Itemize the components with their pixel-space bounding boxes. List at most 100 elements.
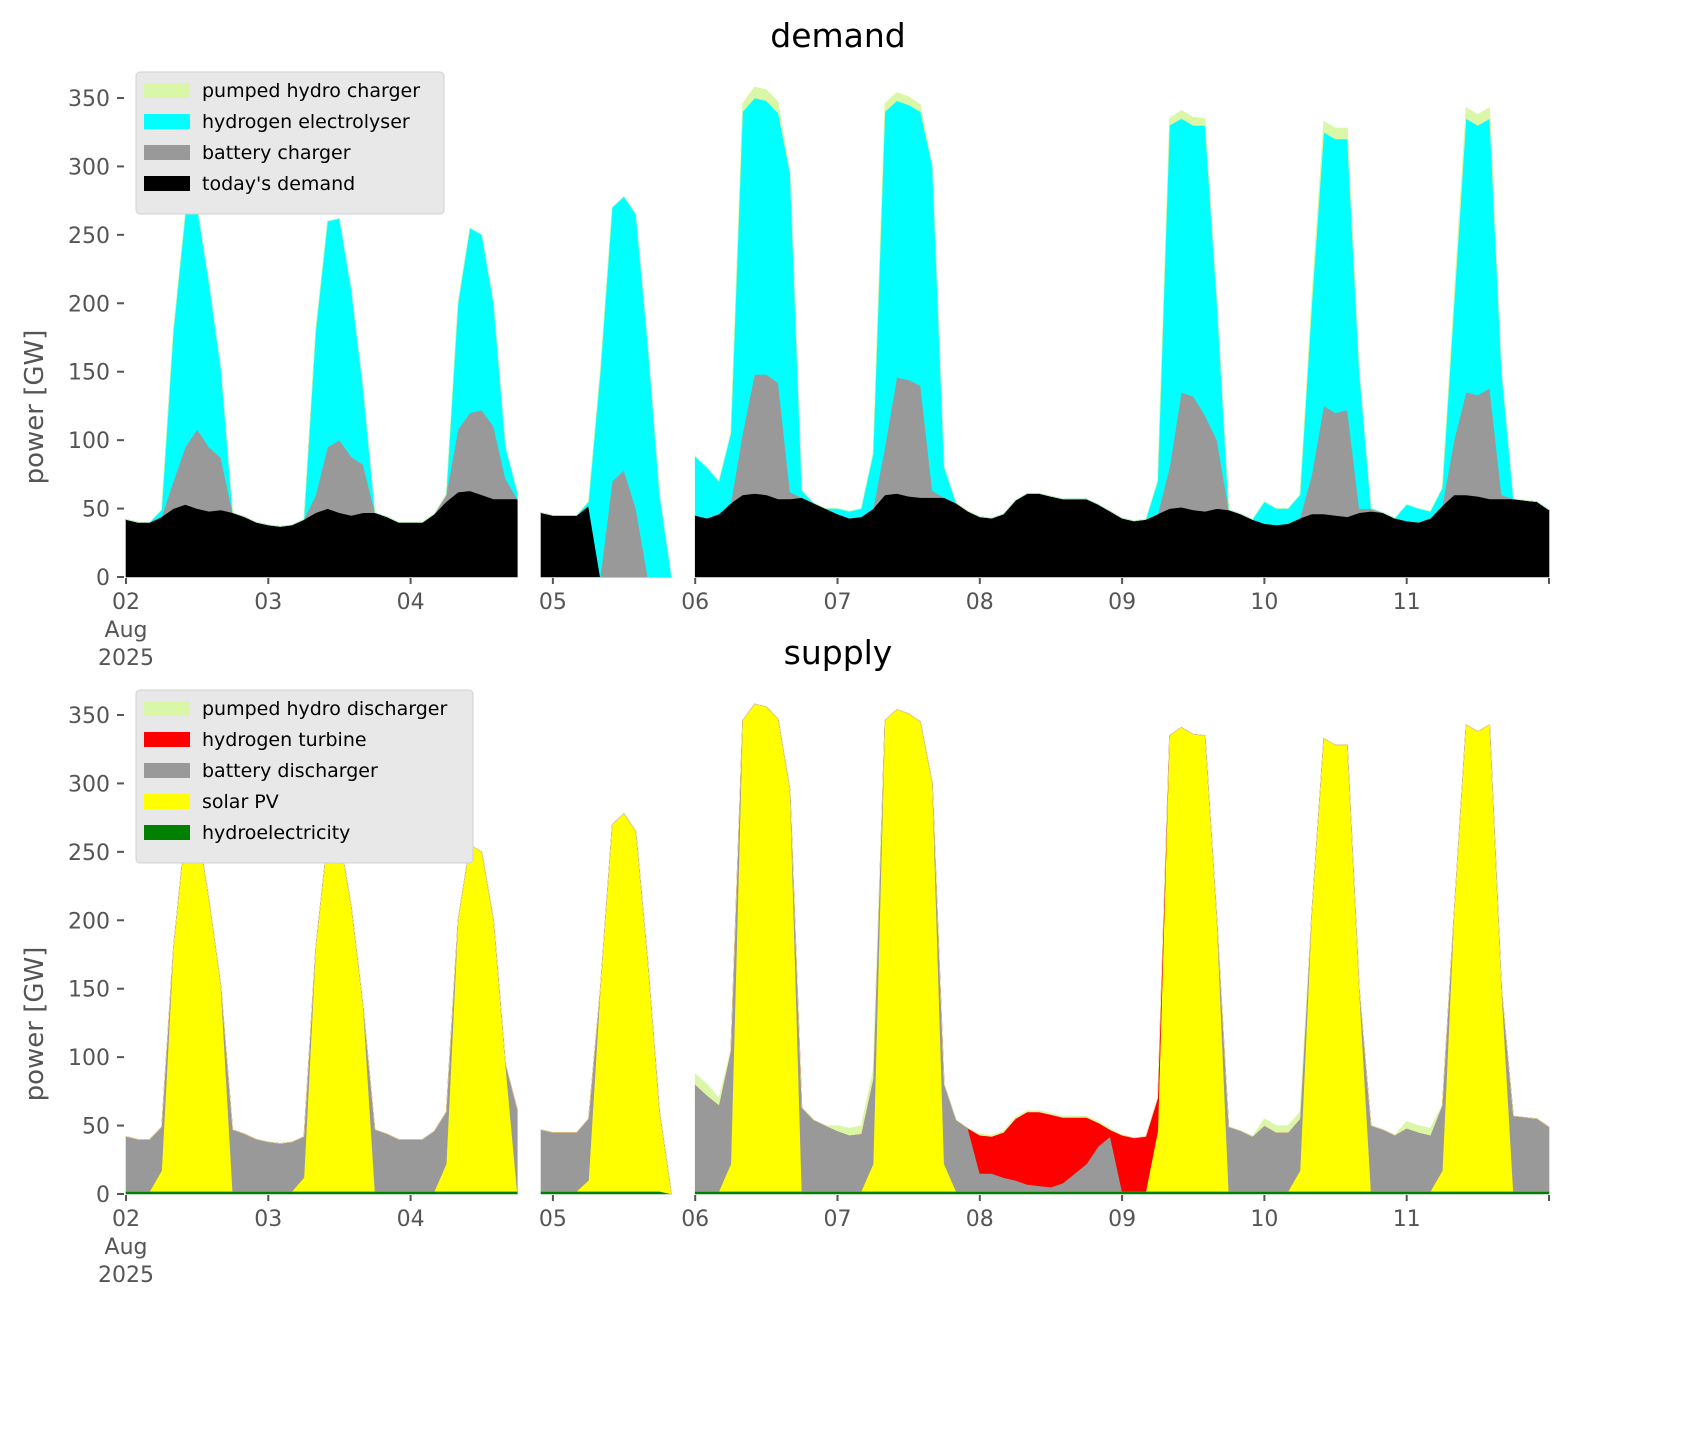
area-hydroelectricity <box>125 1191 518 1195</box>
x-tick-label: 11 <box>1393 590 1421 615</box>
y-tick-label: 250 <box>68 224 110 249</box>
legend-label: solar PV <box>202 791 279 813</box>
area-today-s-demand <box>694 493 1550 578</box>
y-axis-label: power [GW] <box>20 947 50 1102</box>
x-tick-label: 10 <box>1250 590 1278 615</box>
x-tick-label-line: 04 <box>397 590 425 615</box>
x-tick-label-line: 02 <box>112 590 140 615</box>
x-tick-label: 11 <box>1393 1207 1421 1232</box>
legend-label: pumped hydro charger <box>202 80 420 102</box>
legend-label: battery charger <box>202 142 351 164</box>
x-tick-label: 05 <box>539 590 567 615</box>
x-tick-label-line: 06 <box>681 590 709 615</box>
x-tick-label-line: 03 <box>254 1207 282 1232</box>
x-tick-label: 09 <box>1108 590 1136 615</box>
x-tick-label-line: 05 <box>539 590 567 615</box>
x-tick-label-line: Aug <box>105 1235 148 1260</box>
x-tick-label-line: 02 <box>112 1207 140 1232</box>
y-tick-label: 0 <box>96 1183 110 1208</box>
x-tick-label: 03 <box>254 590 282 615</box>
y-tick-label: 0 <box>96 566 110 591</box>
chart-title: supply <box>784 633 893 672</box>
legend: pumped hydro charger hydrogen electrolyse… <box>135 71 445 215</box>
y-tick-label: 350 <box>68 704 110 729</box>
legend-swatch <box>144 794 190 809</box>
x-tick-label: 07 <box>824 590 852 615</box>
x-tick-label-line: 06 <box>681 1207 709 1232</box>
legend-swatch <box>144 763 190 778</box>
y-tick-label: 50 <box>82 498 110 523</box>
legend-swatch <box>144 114 190 129</box>
y-tick-label: 200 <box>68 909 110 934</box>
chart-title: demand <box>770 16 905 55</box>
area-pumped-hydro-charger <box>125 207 518 527</box>
area-hydroelectricity <box>694 1191 1550 1195</box>
x-tick-label-line: 03 <box>254 590 282 615</box>
area-hydrogen-electrolyser <box>694 97 1550 526</box>
legend: pumped hydro discharger hydrogen turbine b… <box>135 689 474 864</box>
x-tick-label-line: 11 <box>1393 1207 1421 1232</box>
y-tick-label: 350 <box>68 87 110 112</box>
area-battery-discharger <box>694 703 1550 1192</box>
x-tick-label-line: 09 <box>1108 590 1136 615</box>
x-tick-label-line: 2025 <box>98 1263 154 1288</box>
x-tick-label-line: 11 <box>1393 590 1421 615</box>
legend-swatch <box>144 145 190 160</box>
y-tick-label: 100 <box>68 1046 110 1071</box>
x-tick-label-line: 09 <box>1108 1207 1136 1232</box>
x-tick-label: 02 Aug 2025 <box>98 590 154 671</box>
legend-label: today's demand <box>202 173 355 195</box>
legend-box <box>135 689 474 864</box>
area-solar-pv <box>695 703 1549 1192</box>
x-tick-label: 07 <box>824 1207 852 1232</box>
area-pumped-hydro-charger <box>694 86 1550 522</box>
legend-label: pumped hydro discharger <box>202 698 447 720</box>
legend-swatch <box>144 701 190 716</box>
legend-label: hydrogen turbine <box>202 729 367 751</box>
legend-swatch <box>144 176 190 191</box>
x-tick-label: 03 <box>254 1207 282 1232</box>
x-tick-label-line: 05 <box>539 1207 567 1232</box>
area-pumped-hydro-charger <box>540 196 672 578</box>
x-tick-label: 10 <box>1250 1207 1278 1232</box>
area-hydrogen-turbine <box>694 703 1550 1192</box>
y-tick-label: 100 <box>68 429 110 454</box>
x-tick-label: 02 Aug 2025 <box>98 1207 154 1288</box>
legend-label: battery discharger <box>202 760 378 782</box>
x-tick-label: 08 <box>966 590 994 615</box>
legend-swatch <box>144 83 190 98</box>
area-solar-pv <box>126 824 518 1192</box>
legend-swatch <box>144 732 190 747</box>
x-tick-label: 06 <box>681 1207 709 1232</box>
y-tick-label: 150 <box>68 361 110 386</box>
x-tick-label-line: 10 <box>1250 1207 1278 1232</box>
x-tick-label-line: 07 <box>824 1207 852 1232</box>
y-tick-label: 150 <box>68 978 110 1003</box>
x-tick-label-line: Aug <box>105 618 148 643</box>
y-tick-label: 300 <box>68 772 110 797</box>
y-tick-label: 50 <box>82 1115 110 1140</box>
x-tick-label: 04 <box>397 1207 425 1232</box>
x-tick-label: 08 <box>966 1207 994 1232</box>
area-hydroelectricity <box>540 1191 672 1195</box>
y-tick-label: 200 <box>68 292 110 317</box>
x-tick-label-line: 08 <box>966 590 994 615</box>
x-tick-label-line: 04 <box>397 1207 425 1232</box>
y-tick-label: 250 <box>68 841 110 866</box>
legend-box <box>135 71 445 215</box>
y-tick-label: 300 <box>68 155 110 180</box>
area-pumped-hydro-discharger <box>694 703 1550 1139</box>
x-tick-label-line: 10 <box>1250 590 1278 615</box>
area-battery-charger <box>695 374 1550 526</box>
x-tick-label: 05 <box>539 1207 567 1232</box>
area-pumped-hydro-discharger <box>540 813 672 1195</box>
x-tick-label: 04 <box>397 590 425 615</box>
legend-label: hydrogen electrolyser <box>202 111 410 133</box>
x-tick-label-line: 08 <box>966 1207 994 1232</box>
x-tick-label-line: 07 <box>824 590 852 615</box>
legend-swatch <box>144 825 190 840</box>
legend-label: hydroelectricity <box>202 822 350 844</box>
